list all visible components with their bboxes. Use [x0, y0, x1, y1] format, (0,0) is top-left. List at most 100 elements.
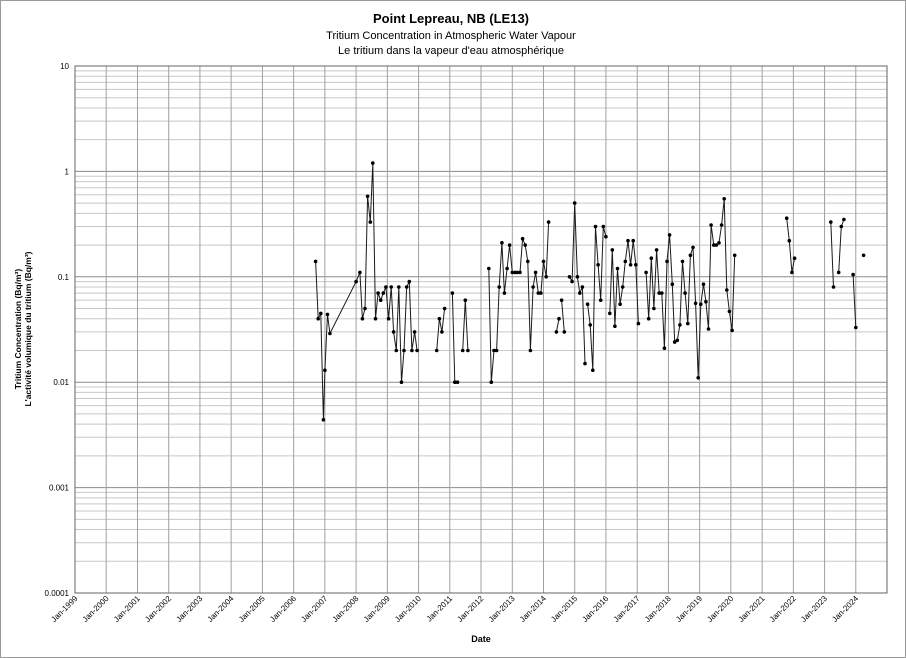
data-point [709, 223, 713, 227]
data-point [787, 238, 792, 243]
series-line [786, 218, 796, 273]
data-point [608, 311, 612, 316]
y-tick-label: 10 [60, 62, 69, 71]
x-tick-label: Jan-2013 [487, 594, 517, 624]
data-point [712, 243, 716, 247]
y-tick-label: 0.01 [53, 378, 69, 387]
data-point [732, 253, 737, 258]
data-point [559, 298, 564, 303]
data-point [544, 275, 548, 279]
data-point [412, 330, 417, 334]
data-point [839, 224, 844, 229]
x-tick-label: Jan-1999 [49, 594, 79, 624]
data-point [580, 285, 585, 289]
data-point [598, 298, 603, 303]
data-point [678, 323, 682, 327]
data-point [373, 316, 378, 321]
series-line [561, 300, 565, 332]
data-point [784, 216, 789, 220]
x-tick-label: Jan-2021 [737, 594, 767, 624]
data-point [842, 217, 846, 222]
data-point [657, 291, 661, 295]
data-point [533, 270, 538, 275]
data-point [688, 253, 693, 258]
x-tick-label: Jan-2011 [425, 594, 455, 624]
data-point [487, 266, 491, 271]
data-point [442, 306, 447, 311]
data-point [696, 376, 700, 380]
data-point [391, 330, 396, 334]
data-point [365, 194, 370, 199]
data-point [523, 243, 527, 247]
series-line [436, 308, 446, 351]
x-tick-label: Jan-2004 [206, 594, 236, 624]
data-point [636, 321, 641, 326]
x-tick-label: Jan-2018 [643, 594, 673, 624]
data-point [578, 291, 582, 295]
data-point [321, 418, 326, 422]
data-point [381, 291, 386, 295]
data-point [323, 368, 327, 373]
data-point [394, 348, 399, 353]
data-point [675, 338, 680, 343]
data-point [437, 316, 442, 321]
data-point [384, 285, 388, 289]
series-line [609, 240, 639, 327]
data-point [631, 238, 635, 243]
series-line [555, 318, 560, 332]
data-point [399, 380, 404, 385]
x-tick-label: Jan-2022 [768, 594, 798, 624]
data-point [557, 316, 561, 321]
data-point [358, 270, 362, 275]
x-tick-label: Jan-2002 [143, 594, 173, 624]
data-point [397, 285, 401, 289]
data-point [618, 302, 622, 307]
data-point [725, 288, 729, 292]
grid-lines [74, 66, 887, 594]
data-point [654, 248, 659, 252]
data-point [500, 241, 504, 245]
data-point [727, 309, 732, 314]
data-point [319, 311, 323, 316]
data-point [620, 285, 625, 289]
data-point [683, 291, 687, 295]
data-point [652, 306, 656, 311]
data-point [389, 285, 394, 289]
data-point [790, 270, 794, 275]
data-point [518, 270, 522, 275]
data-point [378, 298, 383, 303]
x-axis-ticks: Jan-1999 Jan-2000 Jan-2001 Jan-2002 Jan-2003… [49, 594, 860, 624]
plot-area [74, 65, 888, 594]
x-tick-label: Jan-2000 [81, 594, 111, 624]
y-tick-label: 1 [65, 167, 70, 176]
series-line [852, 274, 857, 328]
data-point [325, 312, 330, 317]
data-point [649, 256, 654, 261]
data-point [706, 327, 711, 331]
data-point [440, 330, 444, 334]
data-point [567, 275, 572, 279]
data-point [699, 302, 703, 307]
data-point [714, 243, 719, 247]
data-point [672, 340, 677, 344]
data-point [665, 259, 669, 264]
series-line [488, 222, 550, 383]
data-point [531, 285, 535, 289]
data-point [313, 259, 318, 264]
x-tick-label: Jan-2024 [830, 594, 860, 624]
chart-subtitle-en: Tritium Concentration in Atmospheric Wat… [326, 30, 576, 42]
x-tick-label: Jan-2010 [393, 594, 423, 624]
x-tick-label: Jan-2017 [612, 594, 642, 624]
data-point [583, 361, 587, 366]
data-point [686, 321, 690, 326]
x-tick-label: Jan-2009 [362, 594, 392, 624]
data-point [836, 270, 841, 275]
data-point [410, 348, 414, 353]
data-point [371, 161, 375, 165]
data-point [570, 279, 574, 284]
x-axis-label: Date [471, 634, 491, 644]
data-point [851, 272, 855, 277]
x-tick-label: Jan-2005 [237, 594, 267, 624]
data-point [368, 220, 373, 224]
data-point [492, 348, 496, 353]
